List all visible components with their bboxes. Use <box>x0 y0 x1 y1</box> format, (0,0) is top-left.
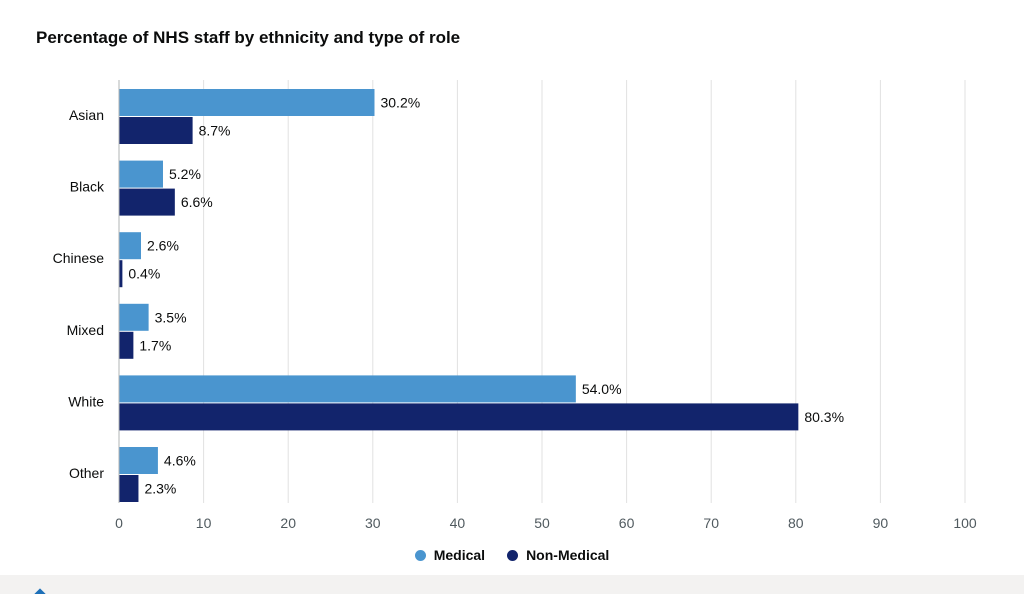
bar-white-medical <box>119 375 576 403</box>
legend-label-medical: Medical <box>433 547 486 563</box>
x-tick-label-60: 60 <box>619 515 635 531</box>
category-label-black: Black <box>70 179 105 195</box>
bar-white-non-medical <box>119 403 799 431</box>
x-tick-label-100: 100 <box>953 515 977 531</box>
bar-asian-non-medical <box>119 117 193 144</box>
bar-other-medical <box>119 447 158 474</box>
legend-swatch-medical <box>414 549 426 561</box>
bar-chinese-non-medical <box>119 260 123 288</box>
value-label-asian-non-medical: 8.7% <box>199 123 231 139</box>
x-tick-label-30: 30 <box>365 515 381 531</box>
value-label-chinese-medical: 2.6% <box>147 238 179 254</box>
x-tick-label-40: 40 <box>450 515 466 531</box>
legend-item-medical[interactable]: Medical <box>414 547 486 563</box>
value-label-white-medical: 54.0% <box>582 381 622 397</box>
x-tick-label-50: 50 <box>534 515 550 531</box>
bar-chinese-medical <box>119 232 141 260</box>
value-label-mixed-medical: 3.5% <box>155 309 187 325</box>
bar-mixed-non-medical <box>119 331 134 359</box>
category-label-asian: Asian <box>69 107 104 123</box>
value-label-other-medical: 4.6% <box>164 453 196 469</box>
x-tick-label-20: 20 <box>280 515 296 531</box>
category-label-mixed: Mixed <box>67 322 104 338</box>
value-label-black-medical: 5.2% <box>169 166 201 182</box>
value-label-black-non-medical: 6.6% <box>181 194 213 210</box>
category-label-other: Other <box>69 465 104 481</box>
value-label-other-non-medical: 2.3% <box>144 481 176 497</box>
x-tick-label-80: 80 <box>788 515 804 531</box>
legend-item-non-medical[interactable]: Non-Medical <box>507 547 609 563</box>
legend-label-non-medical: Non-Medical <box>526 547 610 563</box>
category-label-white: White <box>68 393 104 409</box>
x-tick-label-70: 70 <box>703 515 719 531</box>
value-label-white-non-medical: 80.3% <box>804 409 844 425</box>
legend-swatch-non-medical <box>507 549 519 561</box>
value-label-mixed-non-medical: 1.7% <box>139 337 171 353</box>
category-label-chinese: Chinese <box>53 250 105 266</box>
bar-other-non-medical <box>119 475 139 502</box>
chart-title: Percentage of NHS staff by ethnicity and… <box>36 28 461 47</box>
value-label-asian-medical: 30.2% <box>380 95 420 111</box>
bar-mixed-medical <box>119 303 149 331</box>
x-tick-label-10: 10 <box>196 515 212 531</box>
bar-black-non-medical <box>119 188 175 216</box>
legend: Medical Non-Medical <box>0 547 1024 563</box>
bar-asian-medical <box>119 89 375 116</box>
bar-black-medical <box>119 160 163 188</box>
x-tick-label-90: 90 <box>873 515 889 531</box>
value-label-chinese-non-medical: 0.4% <box>128 266 160 282</box>
x-tick-label-0: 0 <box>115 515 123 531</box>
footer-band <box>0 575 1024 594</box>
